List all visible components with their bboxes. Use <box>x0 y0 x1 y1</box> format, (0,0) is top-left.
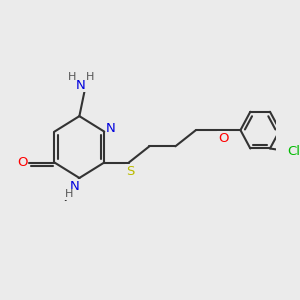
Text: O: O <box>218 132 229 145</box>
Text: H: H <box>85 72 94 82</box>
Text: N: N <box>70 180 79 193</box>
Text: H: H <box>68 72 77 82</box>
Text: Cl: Cl <box>287 145 300 158</box>
Text: S: S <box>126 165 134 178</box>
Text: O: O <box>17 156 28 169</box>
Text: N: N <box>76 79 86 92</box>
Text: N: N <box>106 122 116 135</box>
Text: H: H <box>65 189 73 199</box>
